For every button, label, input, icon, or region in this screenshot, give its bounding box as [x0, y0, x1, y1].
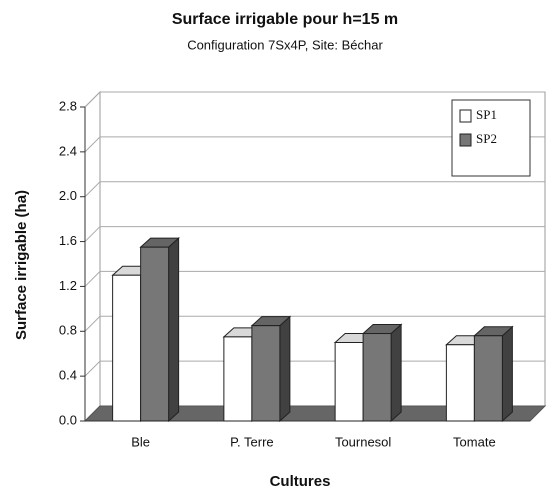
bar-side — [279, 315, 291, 423]
grid-line — [84, 181, 545, 198]
grid-line — [84, 136, 545, 153]
bar — [112, 274, 142, 422]
bar-side — [168, 237, 180, 423]
y-tick-label: 1.6 — [59, 233, 77, 248]
bar — [223, 336, 253, 422]
x-axis-title: Cultures — [270, 473, 331, 490]
grid-line — [84, 270, 545, 287]
bar-side — [501, 325, 513, 423]
chart-title: Surface irrigable pour h=15 m — [172, 11, 398, 28]
legend-text: SP1 — [476, 107, 497, 122]
y-tick-label: 2.4 — [59, 143, 77, 158]
y-tick-label: 1.2 — [59, 278, 77, 293]
y-tick-label: 2.8 — [59, 98, 77, 113]
x-tick-label: P. Terre — [230, 434, 274, 449]
legend-swatch — [459, 133, 472, 147]
y-tick-label: 2.0 — [59, 188, 77, 203]
grid-line — [84, 226, 545, 242]
bar — [251, 325, 281, 422]
x-tick-label: Ble — [131, 434, 150, 449]
chart-subtitle: Configuration 7Sx4P, Site: Béchar — [187, 37, 383, 52]
grid-line — [84, 315, 545, 332]
bar-side — [390, 323, 402, 423]
x-tick-label: Tomate — [453, 434, 496, 449]
bar — [473, 335, 503, 422]
grid-line — [84, 91, 545, 108]
bar — [334, 342, 364, 422]
legend: SP1 SP2 — [451, 99, 531, 177]
legend-text: SP2 — [476, 131, 497, 146]
side-wall — [84, 90, 101, 423]
legend-swatch — [459, 109, 472, 123]
y-tick-label: 0.8 — [59, 323, 77, 338]
y-axis-title: Surface irrigable (ha) — [13, 190, 30, 340]
bar — [445, 344, 475, 422]
y-tick-label: 0.4 — [59, 368, 77, 383]
bar — [140, 246, 170, 422]
y-tick-label: 0.0 — [59, 412, 77, 427]
bar — [362, 333, 392, 422]
x-tick-label: Tournesol — [335, 434, 391, 449]
